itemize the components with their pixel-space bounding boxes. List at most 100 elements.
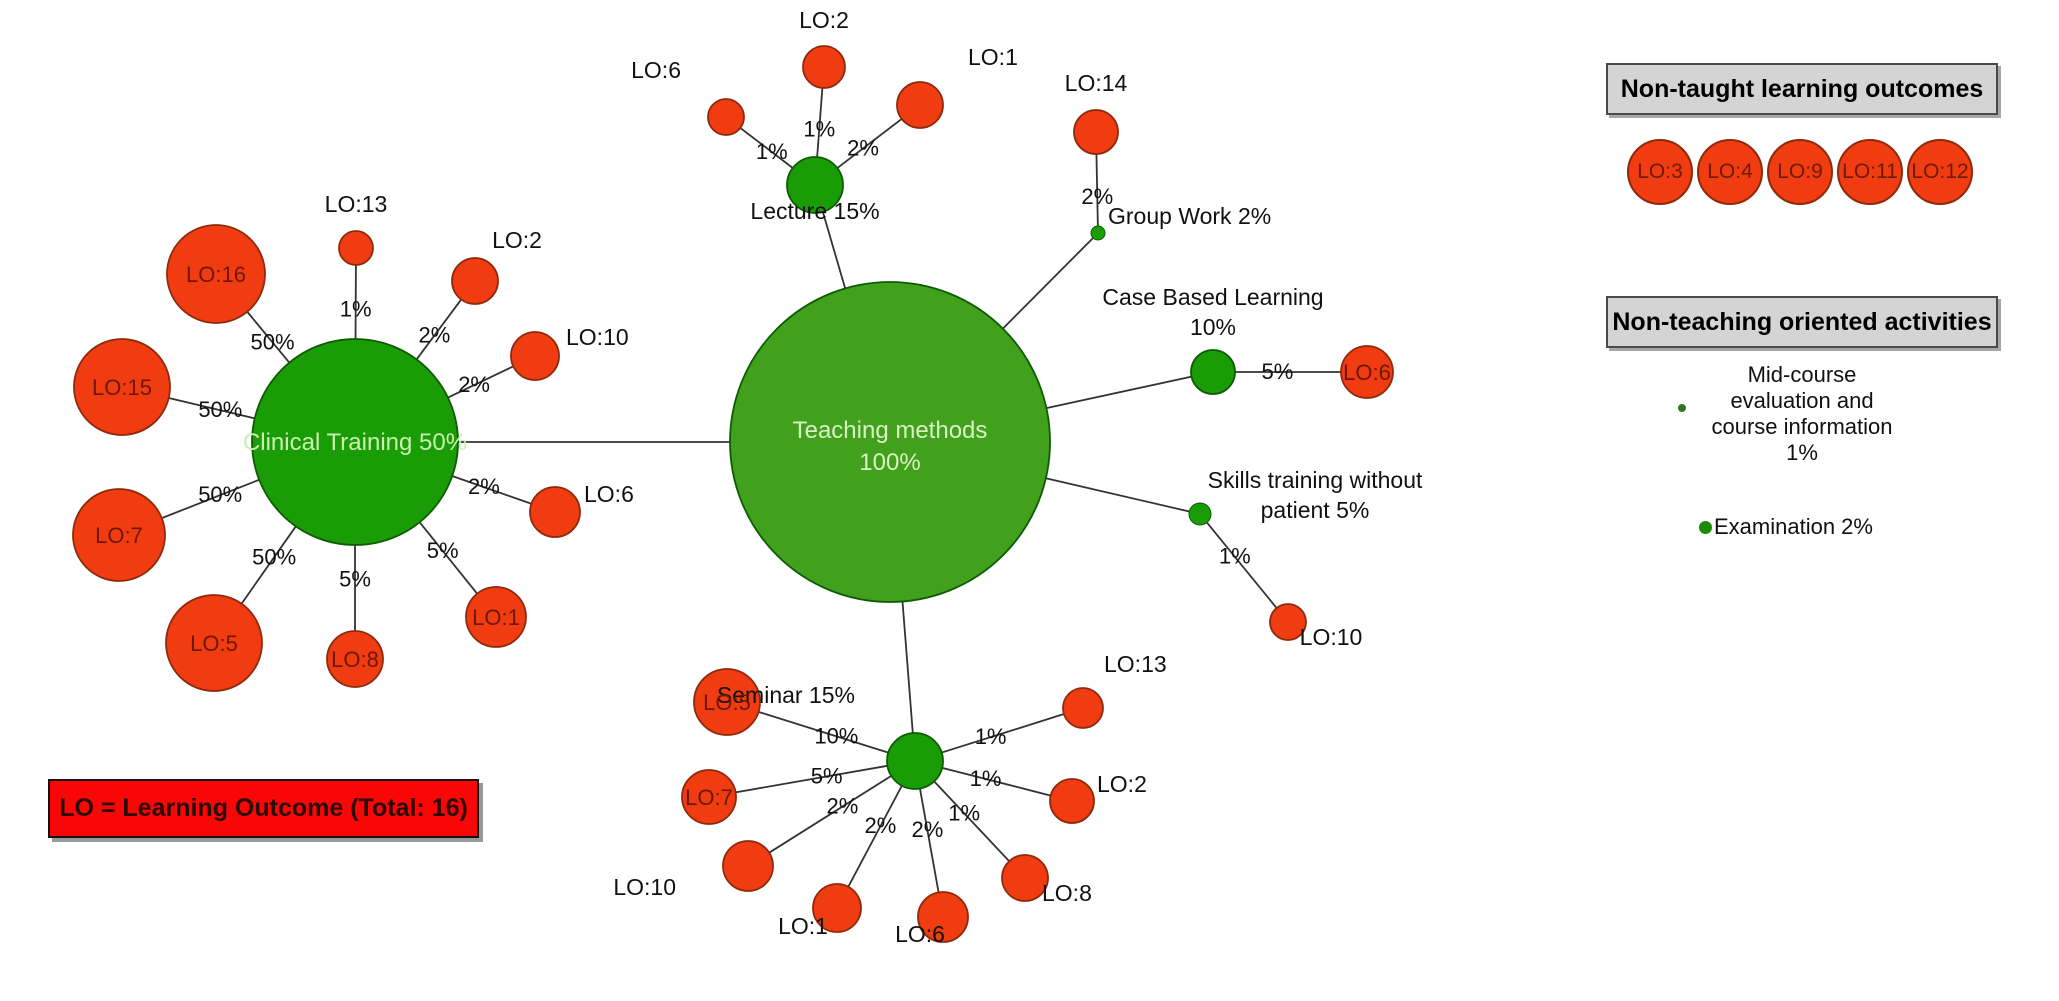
edge-root-lecture xyxy=(821,211,847,289)
edge-percent-lecture-1: 1% xyxy=(803,116,835,141)
lo-label-seminar-0: LO:5 xyxy=(703,690,751,715)
edge-seminar-child xyxy=(919,788,940,893)
non-taught-lo-chip: LO:3 xyxy=(1627,139,1693,205)
lo-label-seminar-7: LO:6 xyxy=(895,921,945,947)
edge-percent-seminar-0: 10% xyxy=(814,723,858,748)
edge-percent-lecture-2: 2% xyxy=(847,135,879,160)
legend-non-teaching-title: Non-teaching oriented activities xyxy=(1612,307,1992,336)
node-skills-training[interactable] xyxy=(1188,502,1212,526)
activity-mid-course-line1: Mid-course xyxy=(1747,362,1857,387)
node-seminar[interactable] xyxy=(886,732,944,790)
lo-label-lecture-1: LO:2 xyxy=(799,7,849,33)
lo-label-clinical-training-1: LO:13 xyxy=(325,191,388,217)
edge-clinical-training-child xyxy=(418,521,478,595)
legend-non-taught-title: Non-taught learning outcomes xyxy=(1620,74,1984,103)
node-lo-lo-5[interactable] xyxy=(693,668,761,736)
legend-lo-note: LO = Learning Outcome (Total: 16) xyxy=(48,779,479,838)
node-lo-lo-15[interactable] xyxy=(73,338,171,436)
node-lo-lo-1[interactable] xyxy=(465,586,527,648)
lo-label-clinical-training-6: LO:7 xyxy=(95,523,143,548)
edge-percent-clinical-training-6: 50% xyxy=(198,482,242,507)
node-lo-lo-2[interactable] xyxy=(1049,778,1095,824)
edge-percent-skills-training-0: 1% xyxy=(1219,544,1251,569)
edge-percent-clinical-training-9: 5% xyxy=(339,566,371,591)
label-layer: Teaching methods100%50%1%2%2%50%2%50%5%5… xyxy=(92,7,1423,947)
lo-label-clinical-training-8: LO:5 xyxy=(190,631,238,656)
legend-lo-note-text: LO = Learning Outcome (Total: 16) xyxy=(59,794,468,822)
edge-percent-seminar-5: 1% xyxy=(948,800,980,825)
legend-non-taught-header: Non-taught learning outcomes xyxy=(1606,63,1998,115)
node-lo-lo-8[interactable] xyxy=(1001,854,1049,902)
node-lo-lo-1[interactable] xyxy=(812,883,862,933)
node-clinical-training[interactable] xyxy=(251,338,459,546)
edge-seminar-child xyxy=(847,785,903,888)
node-lo-lo-2[interactable] xyxy=(451,257,499,305)
non-taught-lo-label: LO:3 xyxy=(1637,160,1683,183)
node-group-work[interactable] xyxy=(1090,225,1106,241)
edge-clinical-training-child xyxy=(168,397,255,420)
node-label-lecture: Lecture 15% xyxy=(750,198,879,224)
node-lo-lo-7[interactable] xyxy=(72,488,166,582)
lo-label-clinical-training-2: LO:2 xyxy=(492,227,542,253)
node-teaching-methods[interactable] xyxy=(729,281,1051,603)
node-lo-lo-13[interactable] xyxy=(1062,687,1104,729)
edge-seminar-child xyxy=(758,711,889,754)
edge-percent-clinical-training-7: 5% xyxy=(427,538,459,563)
node-label-clinical-training: Clinical Training 50% xyxy=(243,429,467,456)
node-lo-lo-6[interactable] xyxy=(1340,345,1394,399)
node-label-teaching-methods-line1: Teaching methods xyxy=(793,417,988,444)
activity-examination: Examination 2% xyxy=(1714,514,1873,539)
node-lo-lo-10[interactable] xyxy=(510,331,560,381)
edge-root-case-based-learning xyxy=(1046,375,1192,409)
node-lo-lo-8[interactable] xyxy=(326,630,384,688)
edge-percent-seminar-7: 2% xyxy=(912,817,944,842)
node-lo-lo-6[interactable] xyxy=(917,891,969,943)
edge-percent-clinical-training-1: 1% xyxy=(340,296,372,321)
node-lo-lo-5[interactable] xyxy=(165,594,263,692)
node-label-skills-training-line1: Skills training without xyxy=(1208,467,1423,493)
edge-clinical-training-child xyxy=(161,478,260,519)
node-lo-lo-1[interactable] xyxy=(896,81,944,129)
edge-percent-clinical-training-4: 50% xyxy=(198,397,242,422)
lo-label-clinical-training-5: LO:6 xyxy=(584,481,634,507)
edge-percent-clinical-training-2: 2% xyxy=(419,322,451,347)
activity-mid-course-line3: course information xyxy=(1711,413,1893,439)
lo-label-group-work-0: LO:14 xyxy=(1065,70,1128,96)
non-taught-lo-label: LO:12 xyxy=(1911,160,1969,183)
node-lecture[interactable] xyxy=(786,156,844,214)
lo-label-clinical-training-4: LO:15 xyxy=(92,375,152,400)
node-lo-lo-13[interactable] xyxy=(338,230,374,266)
lo-label-seminar-4: LO:10 xyxy=(613,874,676,900)
node-label-group-work: Group Work 2% xyxy=(1108,203,1271,229)
edge-percent-group-work-0: 2% xyxy=(1081,184,1113,209)
lo-label-clinical-training-9: LO:8 xyxy=(331,647,379,672)
edge-clinical-training-child xyxy=(415,298,462,360)
mid-course-marker-dot xyxy=(1678,404,1686,412)
activity-mid-course-line2: evaluation and xyxy=(1730,387,1874,413)
node-lo-lo-16[interactable] xyxy=(166,224,266,324)
edge-layer xyxy=(161,87,1341,893)
node-lo-lo-14[interactable] xyxy=(1073,109,1119,155)
node-case-based-learning[interactable] xyxy=(1190,349,1236,395)
node-lo-lo-2[interactable] xyxy=(802,45,846,89)
non-taught-lo-chip: LO:12 xyxy=(1907,139,1973,205)
node-lo-lo-10[interactable] xyxy=(722,840,774,892)
activity-mid-course-line4: 1% xyxy=(1786,439,1818,465)
non-taught-lo-label: LO:4 xyxy=(1707,160,1753,183)
node-label-case-based-learning-line2: 10% xyxy=(1190,314,1236,340)
node-lo-lo-6[interactable] xyxy=(529,486,581,538)
node-lo-lo-7[interactable] xyxy=(681,769,737,825)
edge-lecture-child xyxy=(816,87,824,158)
edge-percent-clinical-training-5: 2% xyxy=(468,474,500,499)
edge-percent-seminar-6: 2% xyxy=(865,813,897,838)
edge-percent-clinical-training-8: 50% xyxy=(252,544,296,569)
lo-label-seminar-1: LO:13 xyxy=(1104,651,1167,677)
node-lo-lo-6[interactable] xyxy=(707,98,745,136)
lo-label-seminar-3: LO:2 xyxy=(1097,771,1147,797)
lo-label-seminar-6: LO:1 xyxy=(778,913,828,939)
node-layer xyxy=(72,45,1394,943)
node-lo-lo-10[interactable] xyxy=(1269,603,1307,641)
edge-root-seminar xyxy=(901,601,914,734)
edge-seminar-child xyxy=(735,764,888,794)
non-taught-lo-chip: LO:4 xyxy=(1697,139,1763,205)
